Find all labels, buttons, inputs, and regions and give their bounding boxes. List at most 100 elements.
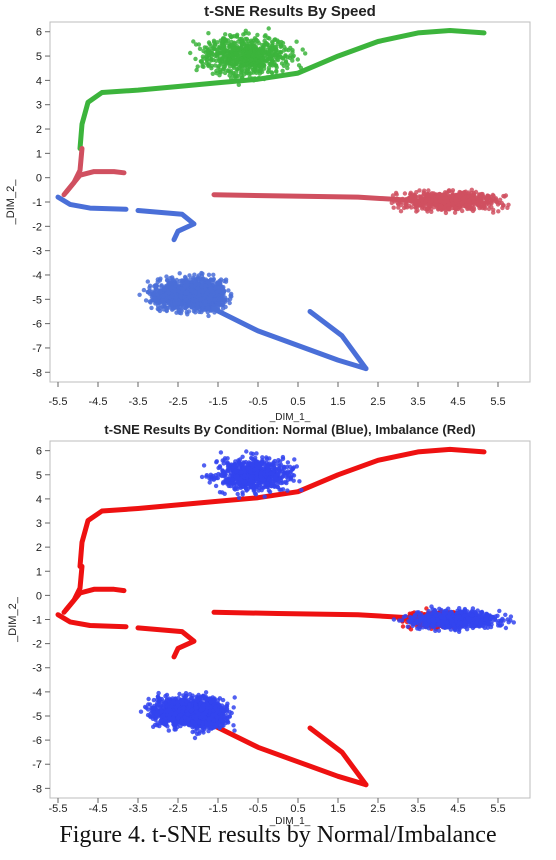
data-point [489,619,494,624]
data-trail [63,586,127,613]
data-point [248,474,254,479]
data-point [280,454,286,460]
data-point [486,200,491,206]
data-point [485,193,490,198]
data-point [217,73,222,78]
data-point [180,287,186,293]
data-point [438,204,444,209]
data-trail [211,306,369,372]
data-point [432,607,437,613]
data-point [471,200,477,205]
data-point [259,460,264,465]
data-point [480,614,485,619]
data-point [251,53,256,58]
data-point [300,47,305,52]
data-point [427,193,432,198]
data-point [270,461,275,467]
data-point [253,37,259,42]
data-point [221,480,226,485]
data-point [389,200,394,206]
data-point [240,490,245,495]
data-point [275,484,280,490]
x-tick-label: 5.5 [490,396,505,408]
x-tick-label: 3.5 [410,803,425,815]
data-point [212,40,217,45]
data-point [477,205,482,211]
data-point [446,188,452,193]
data-point [241,72,247,77]
data-point [229,34,234,40]
data-point [246,466,252,471]
data-point [263,40,268,46]
data-point [242,473,247,478]
data-point [278,487,284,492]
data-point [291,473,297,478]
data-point [473,189,479,195]
data-point [290,466,295,471]
data-point [402,191,408,196]
data-point [147,285,152,290]
data-point [441,610,446,615]
data-point [166,301,172,306]
x-tick-label: 4.5 [450,803,465,815]
data-point [235,46,240,52]
data-point [420,615,425,620]
data-point [252,45,258,51]
data-point [239,45,244,50]
data-point [437,198,443,204]
data-point [222,295,228,300]
data-point [210,71,215,77]
data-point [229,58,234,63]
data-point [228,483,233,489]
y-tick-label: -8 [32,367,42,379]
x-tick-label: -2.5 [169,803,188,815]
data-point [173,283,178,288]
data-point [437,191,442,197]
data-point [437,611,443,617]
y-tick-label: -5 [32,711,42,723]
data-point [255,32,260,38]
data-point [234,474,240,479]
data-point [445,198,450,204]
data-point [462,198,467,203]
data-point [508,614,514,619]
data-point [277,463,282,469]
data-point [198,296,203,302]
data-point [270,41,275,46]
data-point [390,193,396,198]
data-point [282,464,287,470]
data-point [195,301,200,306]
data-point [243,28,248,33]
data-point [269,70,274,75]
data-point [248,71,253,76]
data-trail [211,609,421,621]
data-point [238,477,243,482]
data-point [173,295,179,300]
data-point [235,491,240,497]
data-point [476,201,481,206]
data-point [455,193,460,198]
data-point [234,469,239,474]
data-point [223,277,229,282]
x-tick-label: 2.5 [370,396,385,408]
data-point [185,312,190,317]
data-point [489,615,494,621]
data-point [141,287,147,293]
data-point [244,449,249,454]
data-point [248,478,253,483]
data-point [197,293,202,298]
data-point [455,614,460,620]
data-point [157,278,163,283]
y-axis-label: _DIM_2_ [5,179,17,226]
data-point [236,39,241,44]
data-point [211,272,216,277]
x-tick-label: -5.5 [49,803,68,815]
data-point [393,190,399,196]
data-point [442,196,447,201]
data-point [249,57,254,63]
data-point [391,205,396,210]
data-point [266,26,271,31]
data-point [457,626,462,631]
y-tick-label: 3 [36,100,42,112]
data-point [201,463,207,468]
